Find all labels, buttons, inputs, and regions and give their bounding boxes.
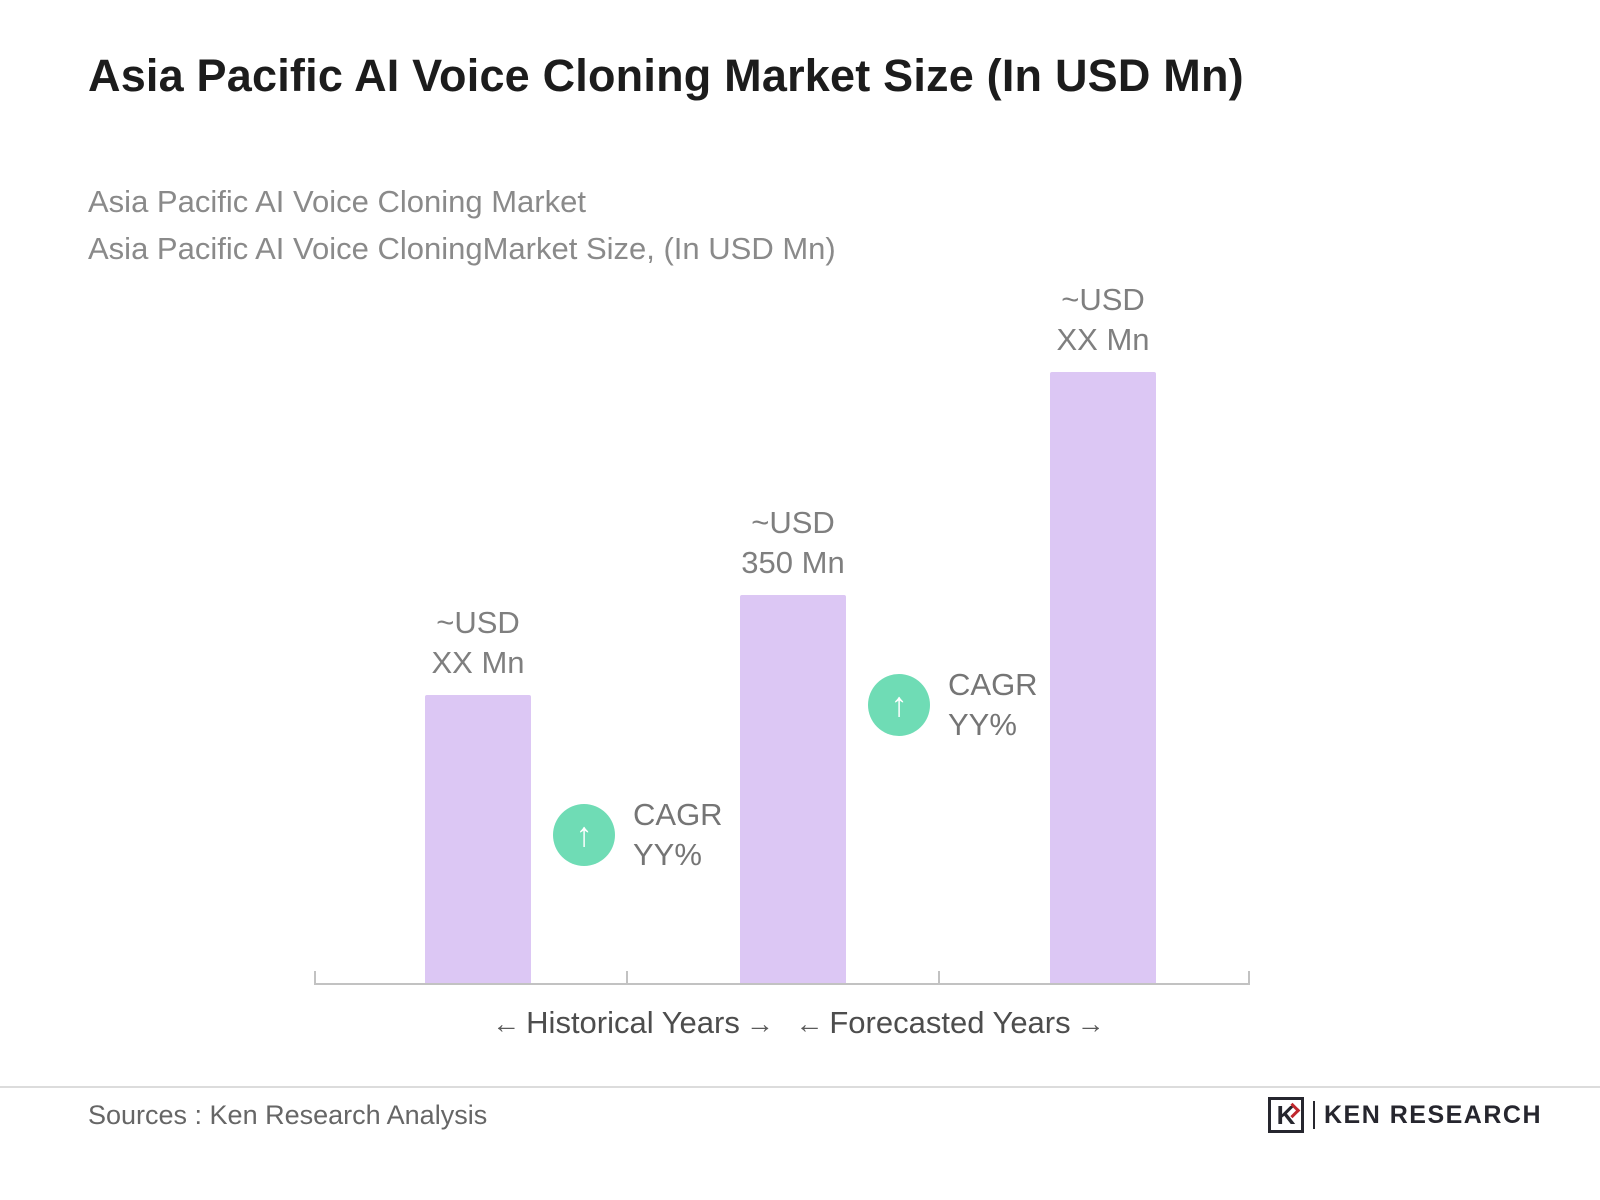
- x-axis-group-forecasted: ← Forecasted Years →: [750, 1005, 1150, 1041]
- x-axis-tick: [1248, 971, 1250, 985]
- ken-research-logo: K KEN RESEARCH: [1268, 1097, 1542, 1133]
- bar-2: [740, 595, 846, 985]
- bar-3: [1050, 372, 1156, 985]
- logo-divider: [1313, 1101, 1315, 1129]
- cagr-label: CAGR: [633, 797, 723, 832]
- bar-2-value-label: ~USD 350 Mn: [741, 505, 845, 580]
- cagr-annotation-1: ↑ CAGR YY%: [553, 795, 723, 875]
- subtitle-line-2: Asia Pacific AI Voice CloningMarket Size…: [88, 231, 836, 266]
- bar-3-value-label: ~USD XX Mn: [1056, 282, 1150, 357]
- page-title: Asia Pacific AI Voice Cloning Market Siz…: [88, 50, 1244, 101]
- cagr-value: YY%: [633, 837, 702, 872]
- cagr-annotation-2-text: CAGR YY%: [948, 665, 1038, 745]
- left-arrow-icon: ←: [492, 1008, 521, 1039]
- up-arrow-icon: ↑: [553, 804, 615, 866]
- cagr-label: CAGR: [948, 667, 1038, 702]
- subtitle-line-1: Asia Pacific AI Voice Cloning Market: [88, 184, 586, 219]
- chart-subtitle: Asia Pacific AI Voice Cloning Market Asi…: [88, 178, 836, 272]
- forecasted-years-label: Forecasted Years: [829, 1005, 1071, 1040]
- x-axis-tick: [314, 971, 316, 985]
- cagr-annotation-2: ↑ CAGR YY%: [868, 665, 1038, 745]
- right-arrow-icon: →: [1076, 1008, 1105, 1039]
- x-axis-tick: [626, 971, 628, 985]
- left-arrow-icon: ←: [795, 1008, 824, 1039]
- up-arrow-icon: ↑: [868, 674, 930, 736]
- bar-1: [425, 695, 531, 985]
- bar-1-value-label: ~USD XX Mn: [431, 605, 525, 680]
- footer-divider: [0, 1086, 1600, 1088]
- logo-wordmark: KEN RESEARCH: [1324, 1100, 1543, 1129]
- source-note: Sources : Ken Research Analysis: [88, 1100, 488, 1130]
- x-axis-tick: [938, 971, 940, 985]
- cagr-value: YY%: [948, 707, 1017, 742]
- x-axis-line: [315, 983, 1250, 985]
- logo-k-icon: K: [1268, 1097, 1304, 1133]
- cagr-annotation-1-text: CAGR YY%: [633, 795, 723, 875]
- historical-years-label: Historical Years: [526, 1005, 740, 1040]
- x-axis-group-historical: ← Historical Years →: [433, 1005, 833, 1041]
- right-arrow-icon: →: [745, 1008, 774, 1039]
